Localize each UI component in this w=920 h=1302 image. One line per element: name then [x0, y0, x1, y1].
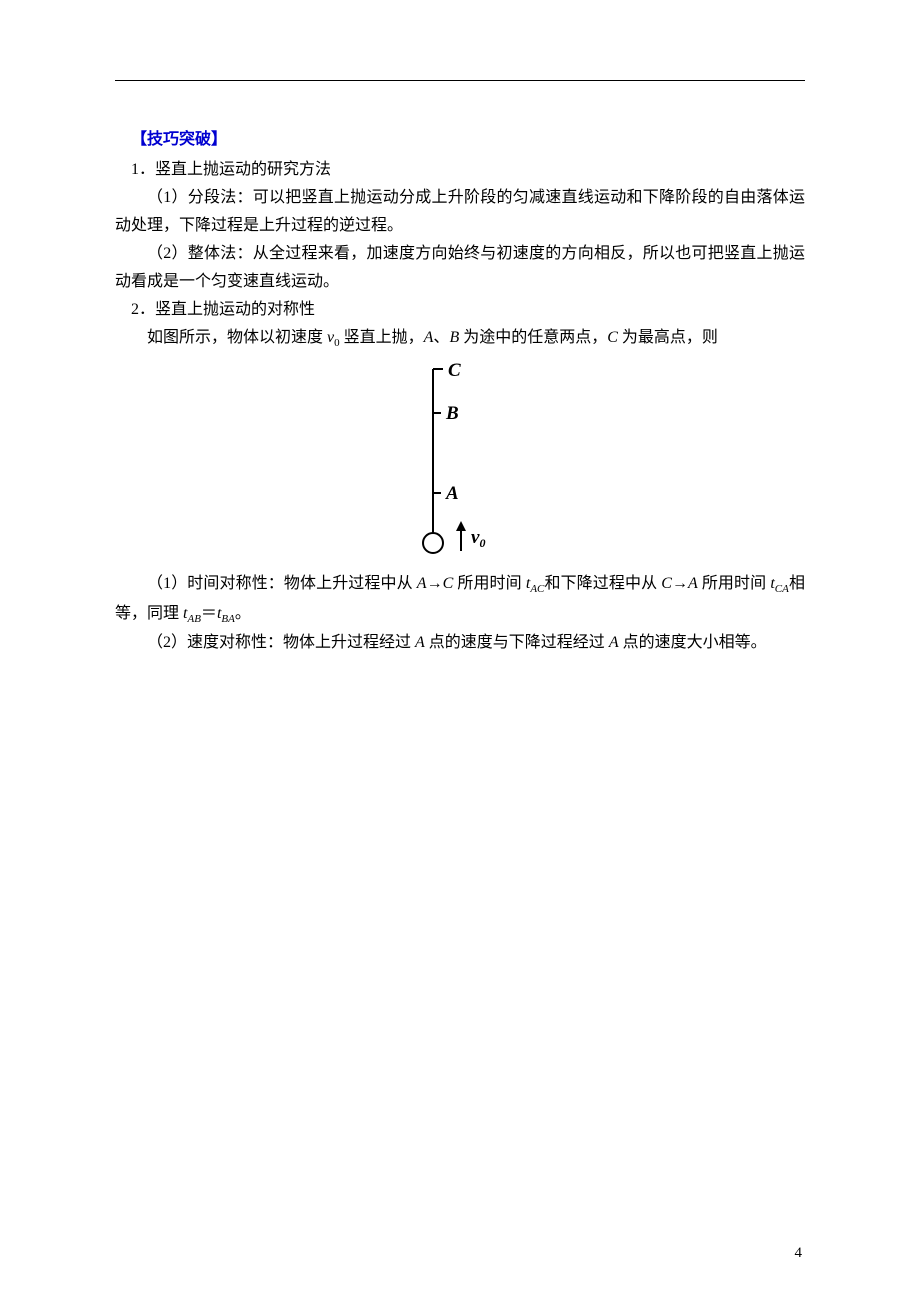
label-v0: v0 — [471, 527, 485, 550]
text: 为途中的任意两点， — [459, 329, 607, 346]
symmetry-time: （1）时间对称性：物体上升过程中从 A→C 所用时间 tAC和下降过程中从 C→… — [115, 570, 805, 629]
top-rule — [115, 80, 805, 81]
arrow: → — [427, 575, 443, 592]
symmetry-velocity: （2）速度对称性：物体上升过程经过 A 点的速度与下降过程经过 A 点的速度大小… — [115, 629, 805, 657]
label-b: B — [445, 403, 459, 424]
var-t-sub: BA — [221, 613, 234, 625]
var-A: A — [417, 575, 427, 592]
text: 。 — [235, 605, 251, 622]
section-title: 【技巧突破】 — [115, 126, 805, 154]
page: 【技巧突破】 1．竖直上抛运动的研究方法 （1）分段法：可以把竖直上抛运动分成上… — [0, 0, 920, 1302]
var-t-sub: CA — [775, 584, 789, 596]
text: 为最高点，则 — [618, 329, 718, 346]
text: 竖直上抛， — [340, 329, 424, 346]
text: 如图所示，物体以初速度 — [147, 329, 327, 346]
var-A: A — [609, 634, 619, 651]
var-t-sub: AC — [530, 584, 544, 596]
var-C: C — [607, 329, 618, 346]
text: （1）时间对称性：物体上升过程中从 — [147, 575, 417, 592]
var-t-sub: AB — [187, 613, 200, 625]
text: 所用时间 — [698, 575, 771, 592]
var-A: A — [688, 575, 698, 592]
text: 点的速度与下降过程经过 — [425, 634, 609, 651]
page-number: 4 — [795, 1240, 803, 1266]
var-B: B — [449, 329, 459, 346]
v0-arrow-head — [456, 521, 466, 531]
var-A: A — [424, 329, 434, 346]
para-1b: （2）整体法：从全过程来看，加速度方向始终与初速度的方向相反，所以也可把竖直上抛… — [115, 240, 805, 296]
heading-1: 1．竖直上抛运动的研究方法 — [115, 156, 805, 184]
eq: ＝ — [201, 605, 217, 622]
text: 点的速度大小相等。 — [619, 634, 767, 651]
intro-line: 如图所示，物体以初速度 v0 竖直上抛，A、B 为途中的任意两点，C 为最高点，… — [115, 324, 805, 353]
diagram-container: C B A v0 — [115, 359, 805, 564]
ball-icon — [423, 533, 443, 553]
text: 所用时间 — [453, 575, 526, 592]
text: 、 — [433, 329, 449, 346]
heading-2: 2．竖直上抛运动的对称性 — [115, 296, 805, 324]
var-C: C — [661, 575, 672, 592]
text: （2）速度对称性：物体上升过程经过 — [147, 634, 415, 651]
trajectory-diagram: C B A v0 — [415, 359, 505, 564]
var-A: A — [415, 634, 425, 651]
label-c: C — [448, 360, 461, 381]
text: 和下降过程中从 — [544, 575, 661, 592]
label-a: A — [445, 483, 459, 504]
para-1a: （1）分段法：可以把竖直上抛运动分成上升阶段的匀减速直线运动和下降阶段的自由落体… — [115, 184, 805, 240]
var-C: C — [443, 575, 454, 592]
arrow: → — [672, 575, 688, 592]
